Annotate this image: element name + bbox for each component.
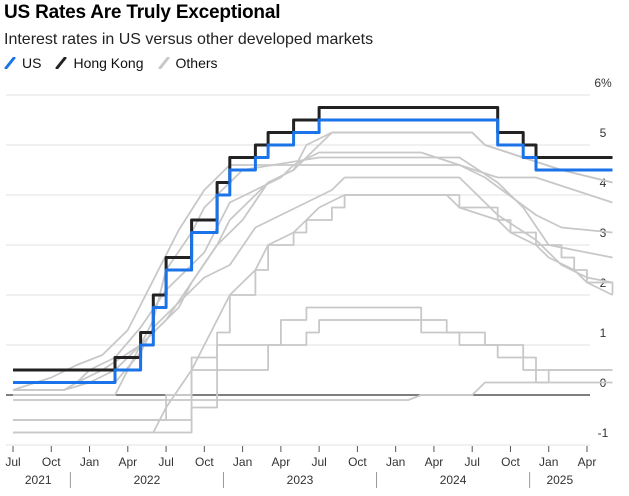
x-tick-label: Oct <box>195 455 214 469</box>
y-tick-label: 6% <box>594 76 612 90</box>
y-tick-label: 3 <box>600 226 607 240</box>
x-tick-label: Jan <box>233 455 252 469</box>
x-tick-label: Apr <box>425 455 444 469</box>
y-tick-label: 1 <box>600 326 607 340</box>
x-tick-label: Jul <box>465 455 480 469</box>
x-tick-label: Jul <box>5 455 20 469</box>
x-tick-label: Apr <box>578 455 597 469</box>
others-series-line <box>13 369 613 401</box>
x-tick-label: Jul <box>311 455 326 469</box>
legend-item-us: US <box>4 55 41 71</box>
y-tick-label: 5 <box>600 126 607 140</box>
x-year-label: 2024 <box>440 473 467 487</box>
legend-label-others: Others <box>175 55 218 71</box>
legend-item-others: Others <box>158 55 218 71</box>
x-year-label: 2022 <box>134 473 161 487</box>
legend-swatch-others <box>158 57 170 69</box>
x-tick-label: Jan <box>539 455 558 469</box>
legend-item-hong-kong: Hong Kong <box>55 55 144 71</box>
chart-title: US Rates Are Truly Exceptional <box>4 2 281 23</box>
legend-label-us: US <box>22 55 42 71</box>
x-year-label: 2021 <box>25 473 52 487</box>
x-tick-label: Oct <box>348 455 367 469</box>
others-series-line <box>13 151 613 384</box>
hong-kong-series-line <box>13 106 613 372</box>
y-tick-label: -1 <box>598 426 609 440</box>
others-series-line <box>13 319 613 434</box>
x-tick-label: Jan <box>80 455 99 469</box>
x-tick-label: Jul <box>158 455 173 469</box>
x-tick-label: Apr <box>118 455 137 469</box>
legend-label-hong-kong: Hong Kong <box>73 55 144 71</box>
chart-subtitle: Interest rates in US versus other develo… <box>4 31 374 48</box>
x-year-label: 2023 <box>287 473 314 487</box>
x-tick-label: Oct <box>42 455 61 469</box>
x-tick-label: Apr <box>272 455 291 469</box>
x-tick-label: Oct <box>501 455 520 469</box>
others-series-line <box>13 194 613 434</box>
others-series-line <box>13 194 614 421</box>
y-tick-label: 4 <box>600 176 607 190</box>
x-year-label: 2025 <box>546 473 573 487</box>
others-series-line <box>12 164 613 391</box>
legend-swatch-hong-kong <box>55 57 67 69</box>
others-series-line <box>13 131 613 391</box>
chart-legend: US Hong Kong Others <box>4 55 232 71</box>
us-series-line <box>13 118 613 384</box>
legend-swatch-us <box>4 57 16 69</box>
x-tick-label: Jan <box>386 455 405 469</box>
